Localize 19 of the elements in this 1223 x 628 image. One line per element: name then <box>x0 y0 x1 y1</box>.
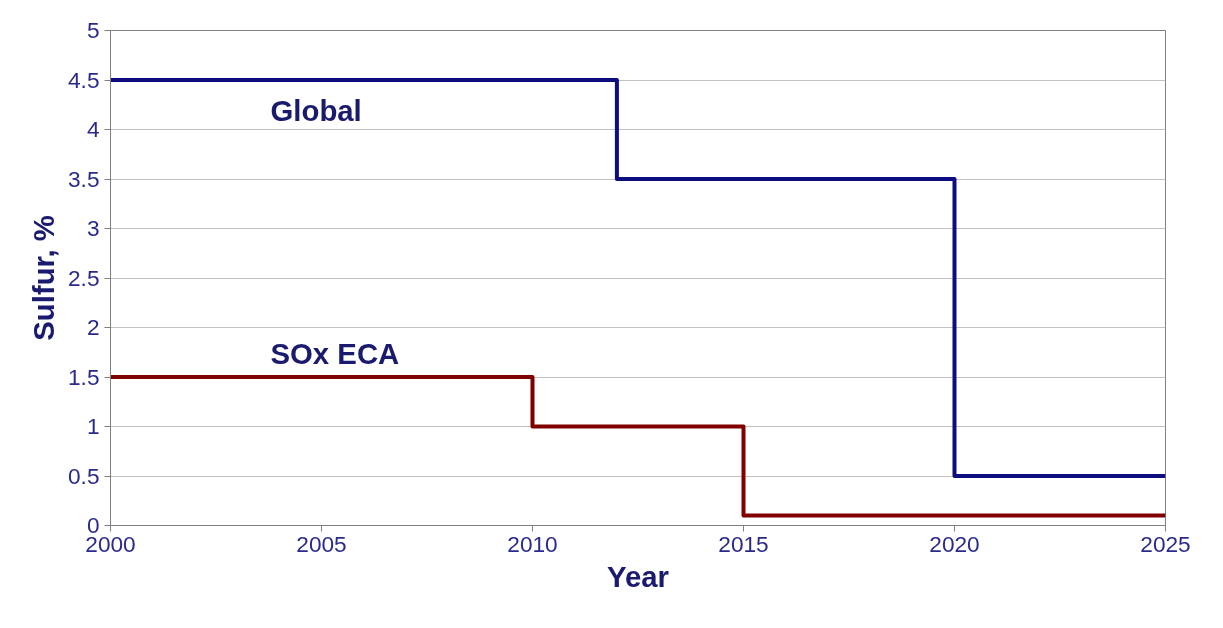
series-label: Global <box>270 93 362 127</box>
x-tick-label: 2010 <box>507 530 558 557</box>
x-tick-label: 2025 <box>1140 530 1191 557</box>
y-tick-label: 3.5 <box>68 165 100 192</box>
y-tick-label: 4.5 <box>68 66 100 93</box>
series-label: SOx ECA <box>270 336 400 370</box>
x-axis-title: Year <box>607 559 669 593</box>
y-tick-label: 1 <box>86 413 100 439</box>
y-tick-label: 1.5 <box>68 363 100 390</box>
y-tick-label: 2 <box>86 314 100 340</box>
y-axis-title: Sulfur, % <box>27 215 60 341</box>
x-tick-label: 2005 <box>296 530 347 557</box>
y-tick-label: 0.5 <box>68 462 100 489</box>
y-tick-label: 5 <box>86 17 100 43</box>
x-tick-label: 2015 <box>718 530 769 557</box>
y-tick-label: 4 <box>86 116 100 142</box>
y-tick-label: 3 <box>86 215 100 241</box>
x-tick-label: 2020 <box>929 530 980 557</box>
y-tick-label: 2.5 <box>68 264 100 291</box>
